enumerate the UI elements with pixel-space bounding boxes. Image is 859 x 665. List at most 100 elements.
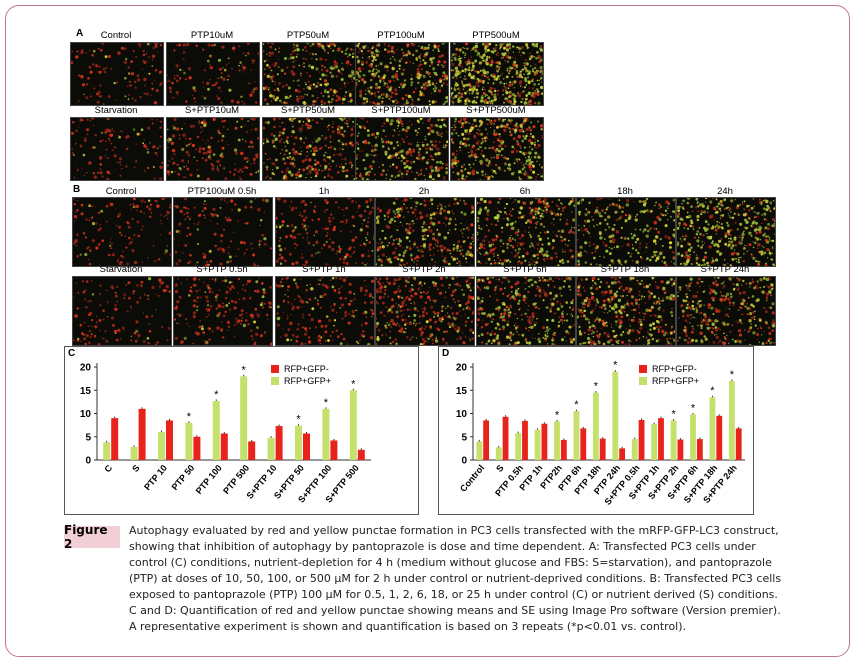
panel-b-tile-label: Starvation [99, 264, 143, 275]
caption-line: control (C) conditions, nutrient-depleti… [129, 556, 772, 569]
bar-red [357, 449, 365, 460]
caption-line: A representative experiment is shown and… [129, 620, 687, 633]
x-tick-label: S [494, 463, 506, 474]
y-tick-label: 15 [456, 386, 468, 397]
bar-red [560, 440, 567, 460]
bar-yellow [573, 411, 580, 460]
figure-caption: Autophagy evaluated by red and yellow pu… [129, 523, 809, 635]
panel-b-tile-label: 18h [617, 186, 633, 197]
micrograph-tile [450, 42, 544, 106]
y-tick-label: 15 [80, 386, 92, 397]
bar-yellow [554, 421, 560, 460]
panel-a-tile-label: S+PTP100uM [371, 105, 431, 116]
legend-red-swatch [271, 365, 279, 373]
bar-yellow [631, 439, 638, 460]
bar-red [483, 420, 490, 460]
micrograph-tile [355, 42, 449, 106]
bar-red [502, 416, 509, 460]
micrograph-tile [173, 197, 273, 267]
bar-yellow [670, 420, 677, 460]
micrograph-tile [70, 42, 164, 106]
bar-yellow [651, 424, 658, 460]
micrograph-tile [375, 276, 475, 346]
x-tick-label: S [130, 463, 142, 474]
bar-red [599, 438, 606, 460]
micrograph-tile [576, 197, 676, 267]
y-tick-label: 5 [461, 432, 467, 443]
x-tick-label: PTP 10 [142, 463, 169, 492]
bar-yellow [103, 442, 111, 460]
bar-yellow [322, 408, 330, 460]
panel-b-tile-label: 1h [318, 186, 330, 197]
legend-yellow-swatch [639, 377, 647, 385]
bar-red [275, 426, 283, 460]
legend-red-label: RFP+GFP- [652, 364, 697, 374]
legend-red-swatch [639, 365, 647, 373]
micrograph-tile [676, 197, 776, 267]
caption-line: Autophagy evaluated by red and yellow pu… [129, 524, 779, 537]
y-tick-label: 20 [80, 363, 92, 374]
bar-yellow [349, 390, 357, 460]
x-tick-label: PTP 100 [194, 463, 224, 496]
bar-red [248, 441, 256, 460]
panel-c-label: C [68, 348, 76, 359]
significance-star: * [710, 385, 715, 397]
bar-red [303, 433, 310, 460]
bar-red [166, 420, 173, 460]
micrograph-tile [275, 276, 375, 346]
panel-b-tile-label: S+PTP 0.5h [196, 264, 248, 275]
significance-star: * [730, 369, 735, 381]
x-tick-label: PTP 50 [170, 463, 197, 492]
bar-red [696, 439, 703, 460]
figure-tag: Figure 2 [64, 523, 120, 551]
legend-red: RFP+GFP- [639, 363, 699, 375]
significance-star: * [187, 411, 192, 423]
significance-star: * [671, 408, 676, 420]
bar-yellow [240, 376, 248, 460]
figure-frame [5, 5, 850, 657]
panel-b-tile-label: 24h [717, 186, 733, 197]
y-tick-label: 10 [456, 409, 468, 420]
significance-star: * [351, 378, 356, 390]
y-tick-label: 5 [85, 432, 91, 443]
panel-a-tile-label: Control [100, 30, 132, 41]
chart-c-legend: RFP+GFP- RFP+GFP+ [271, 363, 331, 387]
bar-yellow [728, 380, 735, 460]
legend-yellow: RFP+GFP+ [271, 375, 331, 387]
legend-yellow-swatch [271, 377, 279, 385]
bar-yellow [212, 400, 220, 460]
micrograph-tile [355, 117, 449, 181]
panel-d-label: D [442, 348, 450, 359]
panel-b-tile-label: S+PTP 1h [302, 264, 346, 275]
micrograph-tile [166, 117, 260, 181]
panel-b-tile-label: 2h [418, 186, 430, 197]
chart-d: D 0 5 10 15 20 Control S PTP 0.5h PTP 1h * PTP2h * P… [438, 346, 754, 515]
micrograph-tile [166, 42, 260, 106]
panel-a-tile-label: S+PTP50uM [280, 105, 336, 116]
significance-star: * [555, 409, 560, 421]
panel-b-label: B [73, 184, 81, 195]
legend-yellow: RFP+GFP+ [639, 375, 699, 387]
significance-star: * [242, 364, 247, 376]
bar-yellow [295, 425, 302, 460]
legend-yellow-label: RFP+GFP+ [284, 376, 332, 386]
micrograph-tile [576, 276, 676, 346]
panel-a-tile-label: PTP500uM [472, 30, 520, 41]
micrograph-tile [676, 276, 776, 346]
legend-red: RFP+GFP- [271, 363, 331, 375]
panel-b-tile-label: S+PTP 6h [503, 264, 547, 275]
y-tick-label: 0 [461, 456, 467, 467]
micrograph-tile [262, 117, 356, 181]
micrograph-tile [72, 276, 172, 346]
panel-b-tile-label: 6h [519, 186, 531, 197]
x-tick-label: C [102, 462, 114, 474]
bar-red [193, 436, 201, 460]
bar-yellow [709, 397, 716, 460]
bar-red [541, 423, 548, 460]
significance-star: * [214, 389, 219, 401]
micrograph-tile [262, 42, 356, 106]
significance-star: * [324, 397, 329, 409]
y-tick-label: 10 [80, 409, 92, 420]
panel-b-tile-label: S+PTP 24h [700, 264, 750, 275]
